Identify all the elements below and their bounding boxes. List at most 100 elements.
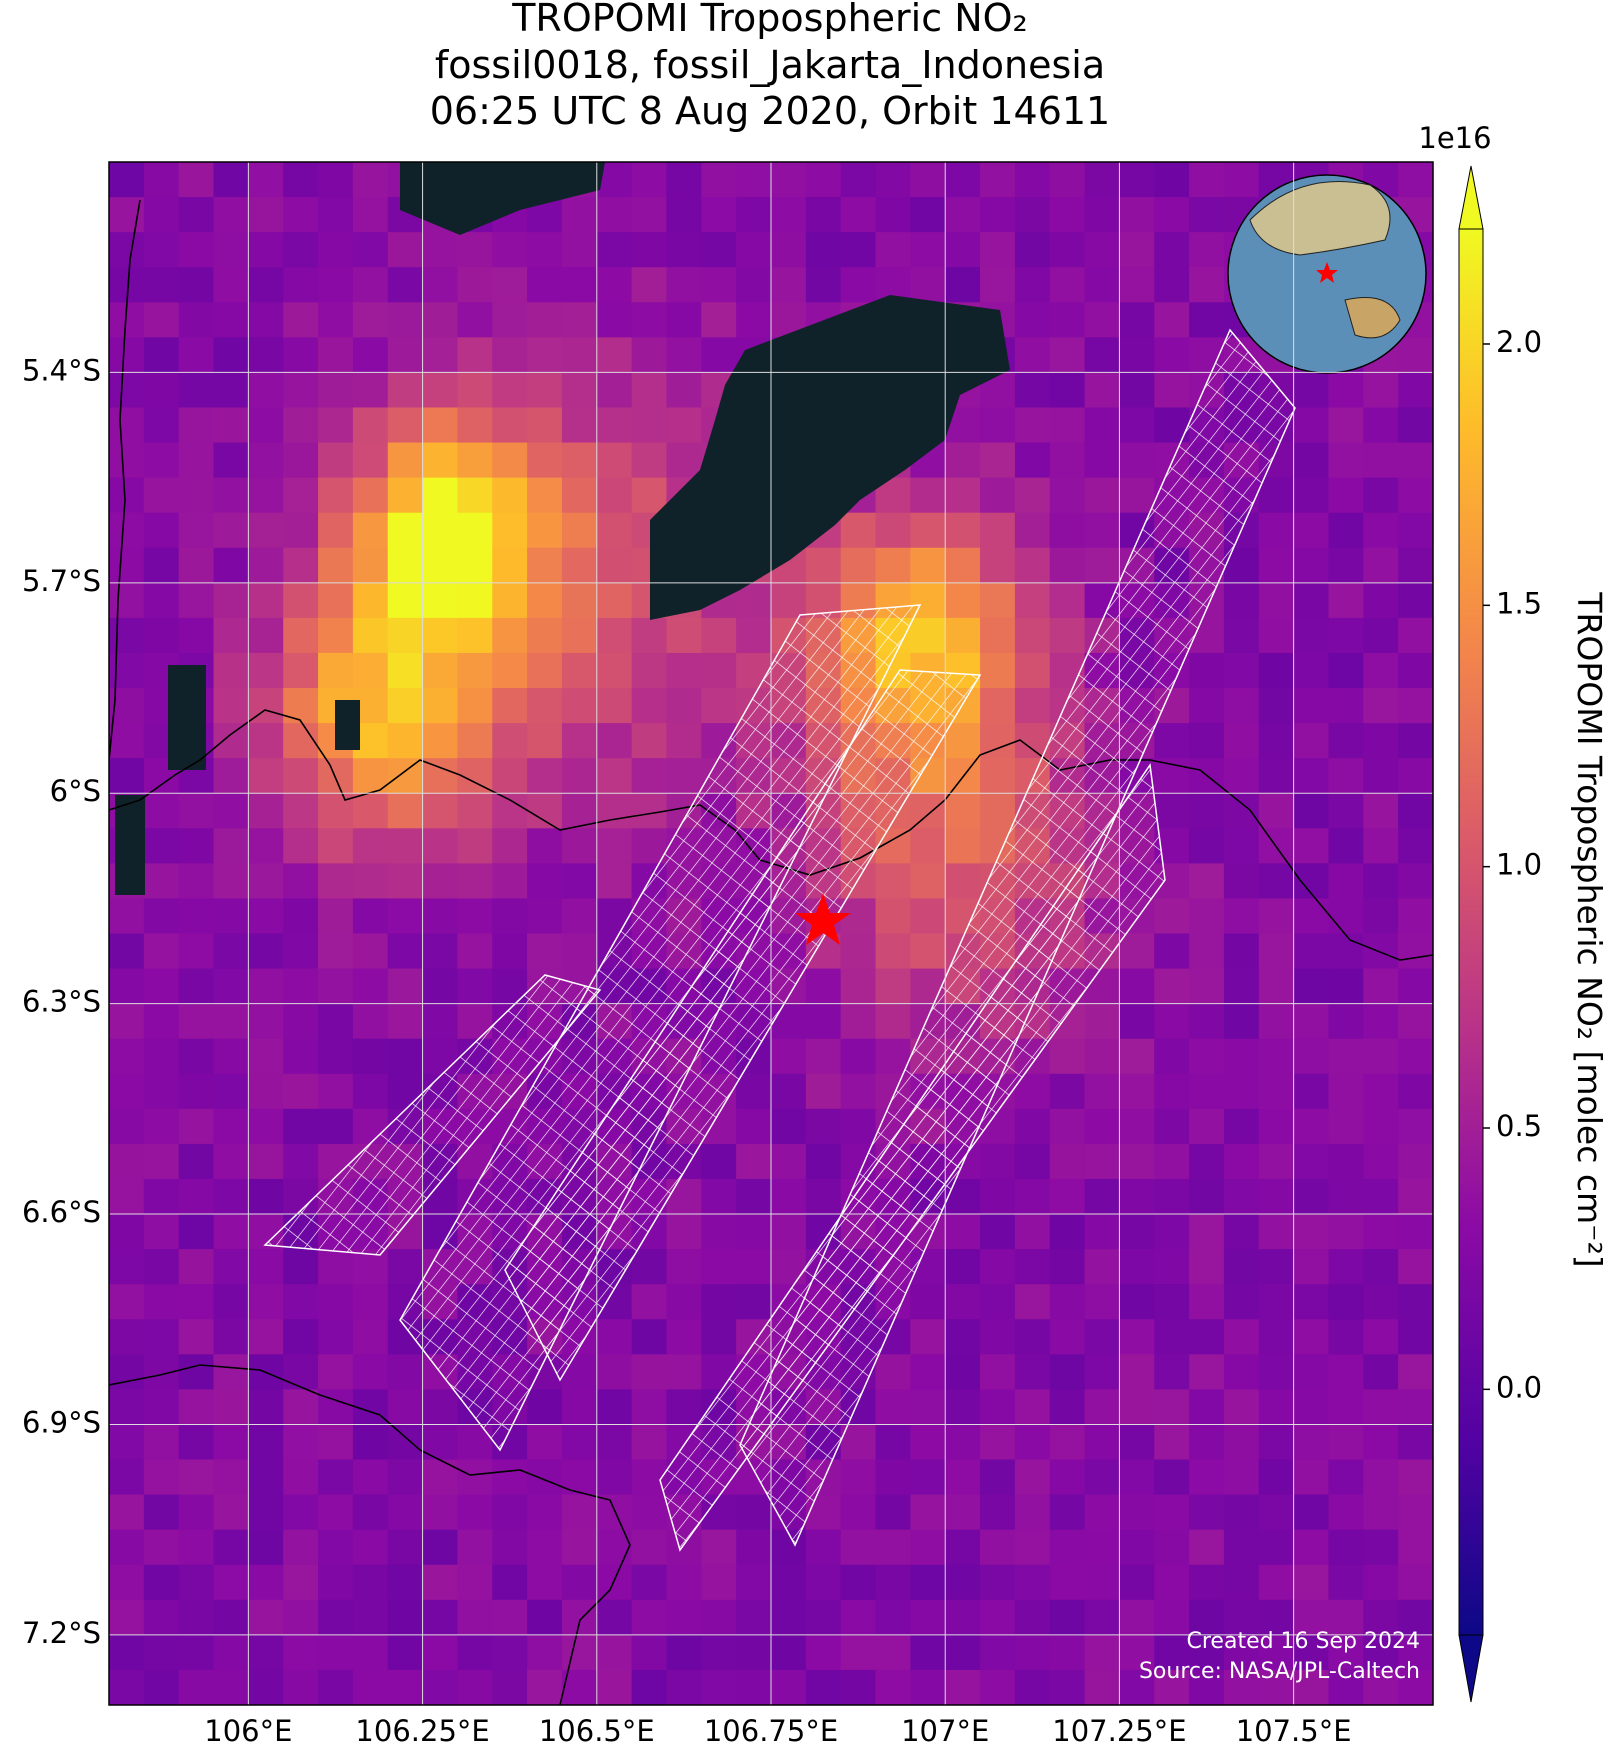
pixel [840,162,877,198]
pixel [143,1178,180,1215]
pixel [352,1529,389,1566]
pixel [248,1003,284,1040]
pixel [771,267,807,303]
pixel [109,1038,145,1075]
pixel [980,758,1016,794]
pixel [771,1214,807,1250]
pixel [631,302,668,338]
pixel [1154,197,1190,233]
pixel [910,1354,946,1390]
pixel [109,1459,145,1496]
pixel [352,302,389,338]
pixel [771,162,807,198]
pixel [352,652,389,689]
pixel [561,582,598,619]
pixel [1049,1424,1086,1461]
pixel [945,723,981,759]
pixel [1049,1634,1086,1671]
pixel [178,1459,215,1496]
pixel [596,442,633,479]
pixel [840,1038,877,1075]
y-tick-label: 7.2°S [22,1616,101,1650]
pixel [213,407,249,444]
pixel [178,933,215,970]
pixel [248,372,284,409]
pixel [352,1073,389,1110]
pixel [143,337,180,374]
pixel [318,1669,354,1705]
pixel [492,1529,528,1566]
pixel [178,267,215,303]
pixel [701,1214,737,1250]
pixel [1258,1143,1295,1180]
pixel [352,968,389,1005]
pixel [213,828,249,864]
pixel [387,582,424,619]
pixel [318,232,354,268]
pixel [248,1178,284,1215]
pixel [875,1424,911,1461]
colorbar-tick-label: 0.0 [1496,1370,1542,1404]
pixel [143,442,180,479]
pixel [945,197,981,233]
pixel [1084,1284,1121,1320]
pixel [1119,232,1155,268]
pixel [1014,1108,1051,1145]
pixel [1328,1073,1364,1110]
pixel [213,372,249,409]
pixel [945,1354,981,1390]
pixel [248,1108,284,1145]
pixel [178,442,215,479]
pixel [1258,652,1295,689]
pixel [945,863,981,900]
pixel [805,232,842,268]
pixel [352,337,389,374]
title-line: 06:25 UTC 8 Aug 2020, Orbit 14611 [430,89,1110,133]
pixel [422,617,459,654]
pixel [840,1634,877,1671]
pixel [143,1108,180,1145]
pixel [910,232,946,268]
pixel [1119,1529,1155,1566]
pixel [1154,1143,1190,1180]
pixel [945,1389,981,1426]
y-tick-label: 6.3°S [22,985,101,1019]
pixel [1328,1214,1364,1250]
pixel [805,1178,842,1215]
pixel [1154,302,1190,338]
pixel [1014,442,1051,479]
pixel [527,267,563,303]
pixel [213,793,249,829]
pixel [1363,758,1399,794]
pixel [1154,1178,1190,1215]
pixel [980,1354,1016,1390]
pixel [1119,1494,1155,1531]
pixel [283,582,319,619]
pixel [492,723,528,759]
pixel [1049,1073,1086,1110]
pixel [1189,302,1225,338]
pixel [387,1634,424,1671]
pixel [318,652,354,689]
pixel [248,1319,284,1355]
pixel [1328,1284,1364,1320]
pixel [143,582,180,619]
pixel [596,1529,633,1566]
pixel [178,1003,215,1040]
pixel [422,267,459,303]
pixel [352,1284,389,1320]
pixel [248,512,284,549]
pixel [1258,1459,1295,1496]
pixel [352,197,389,233]
pixel [213,863,249,900]
pixel [213,1634,249,1671]
pixel [1363,1143,1399,1180]
pixel [387,688,424,724]
pixel [910,863,946,900]
pixel [248,302,284,338]
pixel [1014,547,1051,584]
pixel [1398,1003,1433,1040]
pixel [1293,372,1330,409]
pixel [1119,1178,1155,1215]
pixel [387,652,424,689]
